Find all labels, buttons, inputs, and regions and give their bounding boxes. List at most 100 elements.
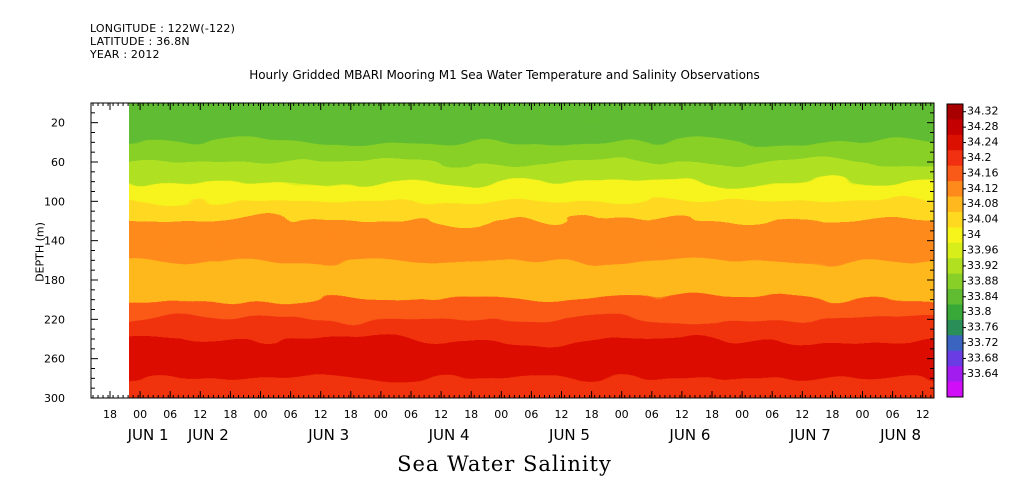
colorbar-swatch	[947, 134, 963, 151]
x-tick-label: 00	[374, 408, 388, 421]
salinity-band	[129, 358, 934, 380]
salinity-contours	[129, 103, 934, 398]
colorbar-label: 33.76	[967, 321, 999, 334]
x-tick-label: 12	[916, 408, 930, 421]
colorbar-label: 34.28	[967, 120, 999, 133]
x-tick-label: 06	[404, 408, 418, 421]
salinity-band	[129, 201, 934, 222]
x-day-label: JUN 8	[879, 426, 921, 444]
colorbar-swatch	[947, 242, 963, 259]
y-tick-label: 100	[44, 195, 65, 208]
colorbar-label: 34.12	[967, 182, 999, 195]
x-tick-label: 18	[344, 408, 358, 421]
x-tick-label: 00	[494, 408, 508, 421]
y-tick-label: 60	[51, 156, 65, 169]
y-tick-label: 300	[44, 392, 65, 405]
y-tick-label: 140	[44, 235, 65, 248]
colorbar: 34.32 34.28 34.24 34.2 34.16 34.12 34.08 34.04 3…	[946, 103, 999, 398]
y-axis: 20 60 100 140 180 220 260 300	[44, 102, 934, 405]
colorbar-label: 34	[967, 228, 981, 241]
plot-area	[90, 102, 935, 399]
colorbar-label: 33.96	[967, 244, 999, 257]
colorbar-swatch	[947, 319, 963, 336]
x-tick-label: 12	[675, 408, 689, 421]
x-tick-label: 12	[193, 408, 207, 421]
y-tick-label: 180	[44, 274, 65, 287]
y-tick-label: 260	[44, 353, 65, 366]
salinity-band	[129, 299, 934, 321]
colorbar-label: 34.08	[967, 197, 999, 210]
colorbar-swatch	[947, 211, 963, 228]
colorbar-swatch	[947, 366, 963, 383]
x-tick-label: 18	[223, 408, 237, 421]
x-day-label: JUN 2	[187, 426, 229, 444]
colorbar-label: 33.92	[967, 259, 999, 272]
salinity-band	[129, 162, 934, 183]
x-day-label: JUN 5	[548, 426, 590, 444]
x-day-label: JUN 3	[307, 426, 349, 444]
colorbar-label: 33.84	[967, 290, 999, 303]
colorbar-swatch	[947, 258, 963, 275]
x-tick-label: 06	[645, 408, 659, 421]
x-tick-label: 00	[133, 408, 147, 421]
x-tick-label: 00	[735, 408, 749, 421]
longitude-label: LONGITUDE : 122W(-122)	[90, 22, 236, 35]
x-tick-label: 00	[254, 408, 268, 421]
salinity-band	[129, 240, 934, 262]
x-tick-label: 00	[856, 408, 870, 421]
colorbar-swatch	[947, 304, 963, 321]
colorbar-label: 34.2	[967, 151, 992, 164]
x-day-label: JUN 1	[127, 426, 169, 444]
salinity-band	[129, 122, 934, 144]
x-axis-label: Sea Water Salinity	[397, 452, 612, 476]
x-tick-label: 06	[284, 408, 298, 421]
latitude-label: LATITUDE : 36.8N	[90, 35, 190, 48]
colorbar-label: 34.32	[967, 105, 999, 118]
x-day-label: JUN 4	[428, 426, 470, 444]
x-tick-label: 18	[825, 408, 839, 421]
x-tick-label: 18	[585, 408, 599, 421]
colorbar-swatch	[947, 165, 963, 182]
x-tick-label: 12	[314, 408, 328, 421]
salinity-band	[129, 319, 934, 340]
x-tick-label: 18	[705, 408, 719, 421]
salinity-band	[129, 221, 934, 242]
salinity-band	[129, 280, 934, 301]
x-tick-label: 18	[464, 408, 478, 421]
x-tick-label: 12	[795, 408, 809, 421]
x-tick-label: 06	[765, 408, 779, 421]
x-tick-label: 06	[163, 408, 177, 421]
salinity-band	[129, 181, 934, 203]
colorbar-swatch	[947, 150, 963, 167]
colorbar-swatch	[947, 335, 963, 352]
salinity-band	[129, 142, 934, 163]
x-tick-label: 06	[886, 408, 900, 421]
colorbar-label: 34.24	[967, 136, 999, 149]
colorbar-swatch	[947, 181, 963, 198]
colorbar-swatch	[947, 273, 963, 290]
colorbar-label: 33.8	[967, 305, 992, 318]
x-tick-label: 06	[524, 408, 538, 421]
colorbar-label: 33.88	[967, 274, 999, 287]
x-tick-label: 18	[103, 408, 117, 421]
chart-title: Hourly Gridded MBARI Mooring M1 Sea Wate…	[249, 68, 760, 82]
colorbar-swatch	[947, 381, 963, 398]
colorbar-swatch	[947, 227, 963, 244]
x-tick-label: 12	[555, 408, 569, 421]
colorbar-swatch	[947, 119, 963, 136]
colorbar-swatch	[947, 289, 963, 305]
colorbar-label: 34.04	[967, 213, 999, 226]
salinity-band	[129, 103, 934, 124]
x-tick-label: 00	[615, 408, 629, 421]
x-day-label: JUN 6	[668, 426, 710, 444]
year-label: YEAR : 2012	[90, 48, 160, 61]
colorbar-label: 33.68	[967, 351, 999, 364]
colorbar-label: 34.16	[967, 166, 999, 179]
y-tick-label: 20	[51, 117, 65, 130]
colorbar-swatch	[947, 350, 963, 367]
y-tick-label: 220	[44, 313, 65, 326]
x-tick-label: 12	[434, 408, 448, 421]
colorbar-label: 33.72	[967, 336, 999, 349]
x-axis: 18 00 JUN 1 06 12 JUN 2 18 00 06 12 JUN 3 18 00 06 12 J…	[92, 103, 932, 444]
